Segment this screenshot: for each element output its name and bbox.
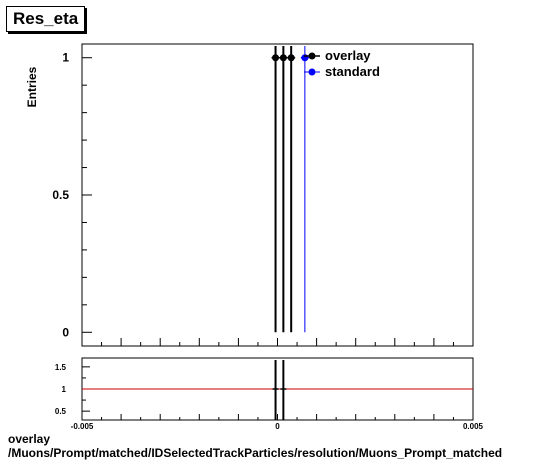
ratio-x-tick-label: 0	[275, 422, 280, 431]
footer-line-1: overlay	[8, 432, 51, 446]
ratio-y-tick-label: 0.5	[55, 407, 67, 416]
y-axis-label: Entries	[25, 66, 39, 107]
legend: overlay standard	[304, 48, 380, 79]
y-tick-label: 0	[62, 325, 69, 339]
legend-standard-label: standard	[325, 64, 380, 79]
y-tick-label: 1	[62, 51, 69, 65]
overlay-point	[279, 54, 287, 62]
overlay-point	[287, 54, 295, 62]
ratio-y-tick-label: 1	[62, 385, 67, 394]
legend-overlay-marker	[308, 52, 316, 60]
ratio-x-tick-label: 0.005	[463, 422, 484, 431]
ratio-x-tick-label: -0.005	[71, 422, 94, 431]
y-tick-label: 0.5	[52, 188, 69, 202]
main-plot-frame	[81, 43, 474, 347]
footer-path: overlay /Muons/Prompt/matched/IDSelected…	[8, 432, 502, 460]
legend-standard-marker	[308, 68, 316, 76]
footer-line-2: /Muons/Prompt/matched/IDSelectedTrackPar…	[8, 446, 503, 460]
overlay-point	[272, 54, 280, 62]
plot-title: Res_eta	[6, 6, 86, 32]
ratio-y-tick-label: 1.5	[55, 363, 67, 372]
legend-overlay-label: overlay	[325, 48, 371, 63]
